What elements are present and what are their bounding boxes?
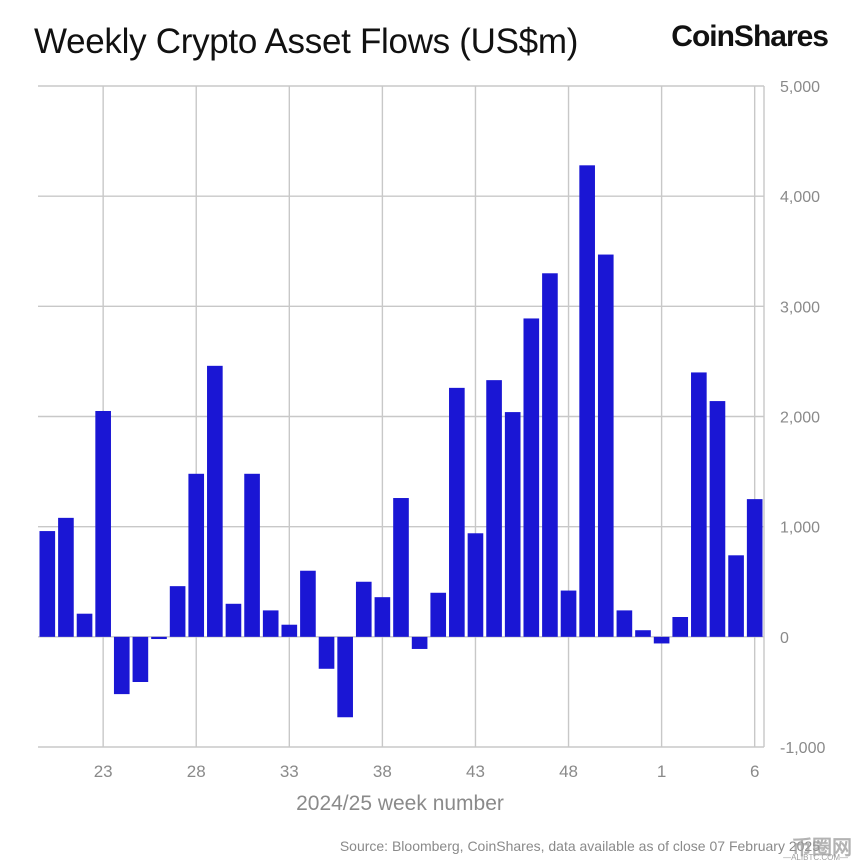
bar-week-27 (169, 586, 186, 637)
x-tick-label: 23 (94, 762, 113, 781)
bar-week-22 (76, 613, 93, 637)
x-tick-label: 6 (750, 762, 759, 781)
bar-week-20 (39, 531, 56, 637)
bar-week-44 (486, 380, 502, 637)
bar-week-23 (95, 410, 111, 637)
coinshares-logo: CoinShares (671, 20, 829, 53)
bar-week-3 (691, 372, 707, 637)
bar-week-48 (560, 590, 577, 637)
bar-week-35 (318, 636, 335, 669)
bar-week-45 (504, 412, 521, 637)
chart-bars (39, 165, 763, 718)
y-tick-label: 5,000 (780, 79, 820, 96)
bar-week-46 (523, 318, 540, 637)
watermark-subtext: —ALIBTC.COM— (783, 853, 848, 862)
bar-week-6 (746, 499, 763, 637)
bar-week-21 (58, 517, 74, 637)
bar-week-38 (374, 597, 391, 637)
bar-week-49 (579, 165, 595, 637)
bar-week-5 (728, 555, 744, 637)
y-tick-label: 0 (780, 630, 789, 647)
bar-week-51 (616, 610, 633, 637)
x-tick-label: 43 (466, 762, 485, 781)
x-tick-label: 38 (373, 762, 392, 781)
y-tick-label: 3,000 (780, 299, 820, 316)
bar-week-33 (281, 624, 298, 637)
y-tick-label: 1,000 (780, 520, 820, 537)
bar-week-31 (244, 473, 260, 637)
bar-week-39 (393, 498, 409, 637)
bar-week-29 (207, 365, 223, 637)
y-tick-label: 2,000 (780, 410, 820, 427)
bar-week-30 (225, 603, 242, 637)
y-tick-label: -1,000 (780, 740, 825, 757)
bar-week-52 (635, 630, 651, 637)
chart-title: Weekly Crypto Asset Flows (US$m) (34, 22, 579, 61)
bar-week-4 (709, 401, 726, 637)
x-tick-label: 1 (657, 762, 666, 781)
y-tick-label: 4,000 (780, 189, 820, 206)
bar-week-37 (355, 581, 372, 637)
bar-week-41 (430, 592, 447, 637)
bar-week-32 (262, 610, 279, 637)
bar-week-1 (653, 636, 670, 644)
bar-week-26 (151, 636, 167, 640)
x-tick-label: 33 (280, 762, 299, 781)
x-axis-ticks: 23 28 33 38 43 48 1 6 (94, 762, 760, 781)
bar-week-40 (411, 636, 428, 649)
source-note: Source: Bloomberg, CoinShares, data avai… (339, 838, 820, 854)
x-tick-label: 28 (187, 762, 206, 781)
bar-week-43 (467, 533, 484, 637)
x-axis-label: 2024/25 week number (296, 792, 504, 815)
watermark-logo: 币圈网 (792, 837, 852, 859)
bar-week-28 (188, 473, 205, 637)
y-axis-ticks: -1,000 0 1,000 2,000 3,000 4,000 5,000 (780, 79, 825, 757)
bar-week-36 (337, 636, 353, 718)
bar-week-50 (597, 254, 614, 637)
bar-week-47 (542, 273, 558, 637)
bar-week-34 (300, 570, 316, 637)
x-tick-label: 48 (559, 762, 578, 781)
bar-week-24 (113, 636, 130, 695)
bar-week-2 (672, 617, 689, 637)
bar-week-25 (132, 636, 149, 683)
bar-week-42 (449, 387, 465, 637)
